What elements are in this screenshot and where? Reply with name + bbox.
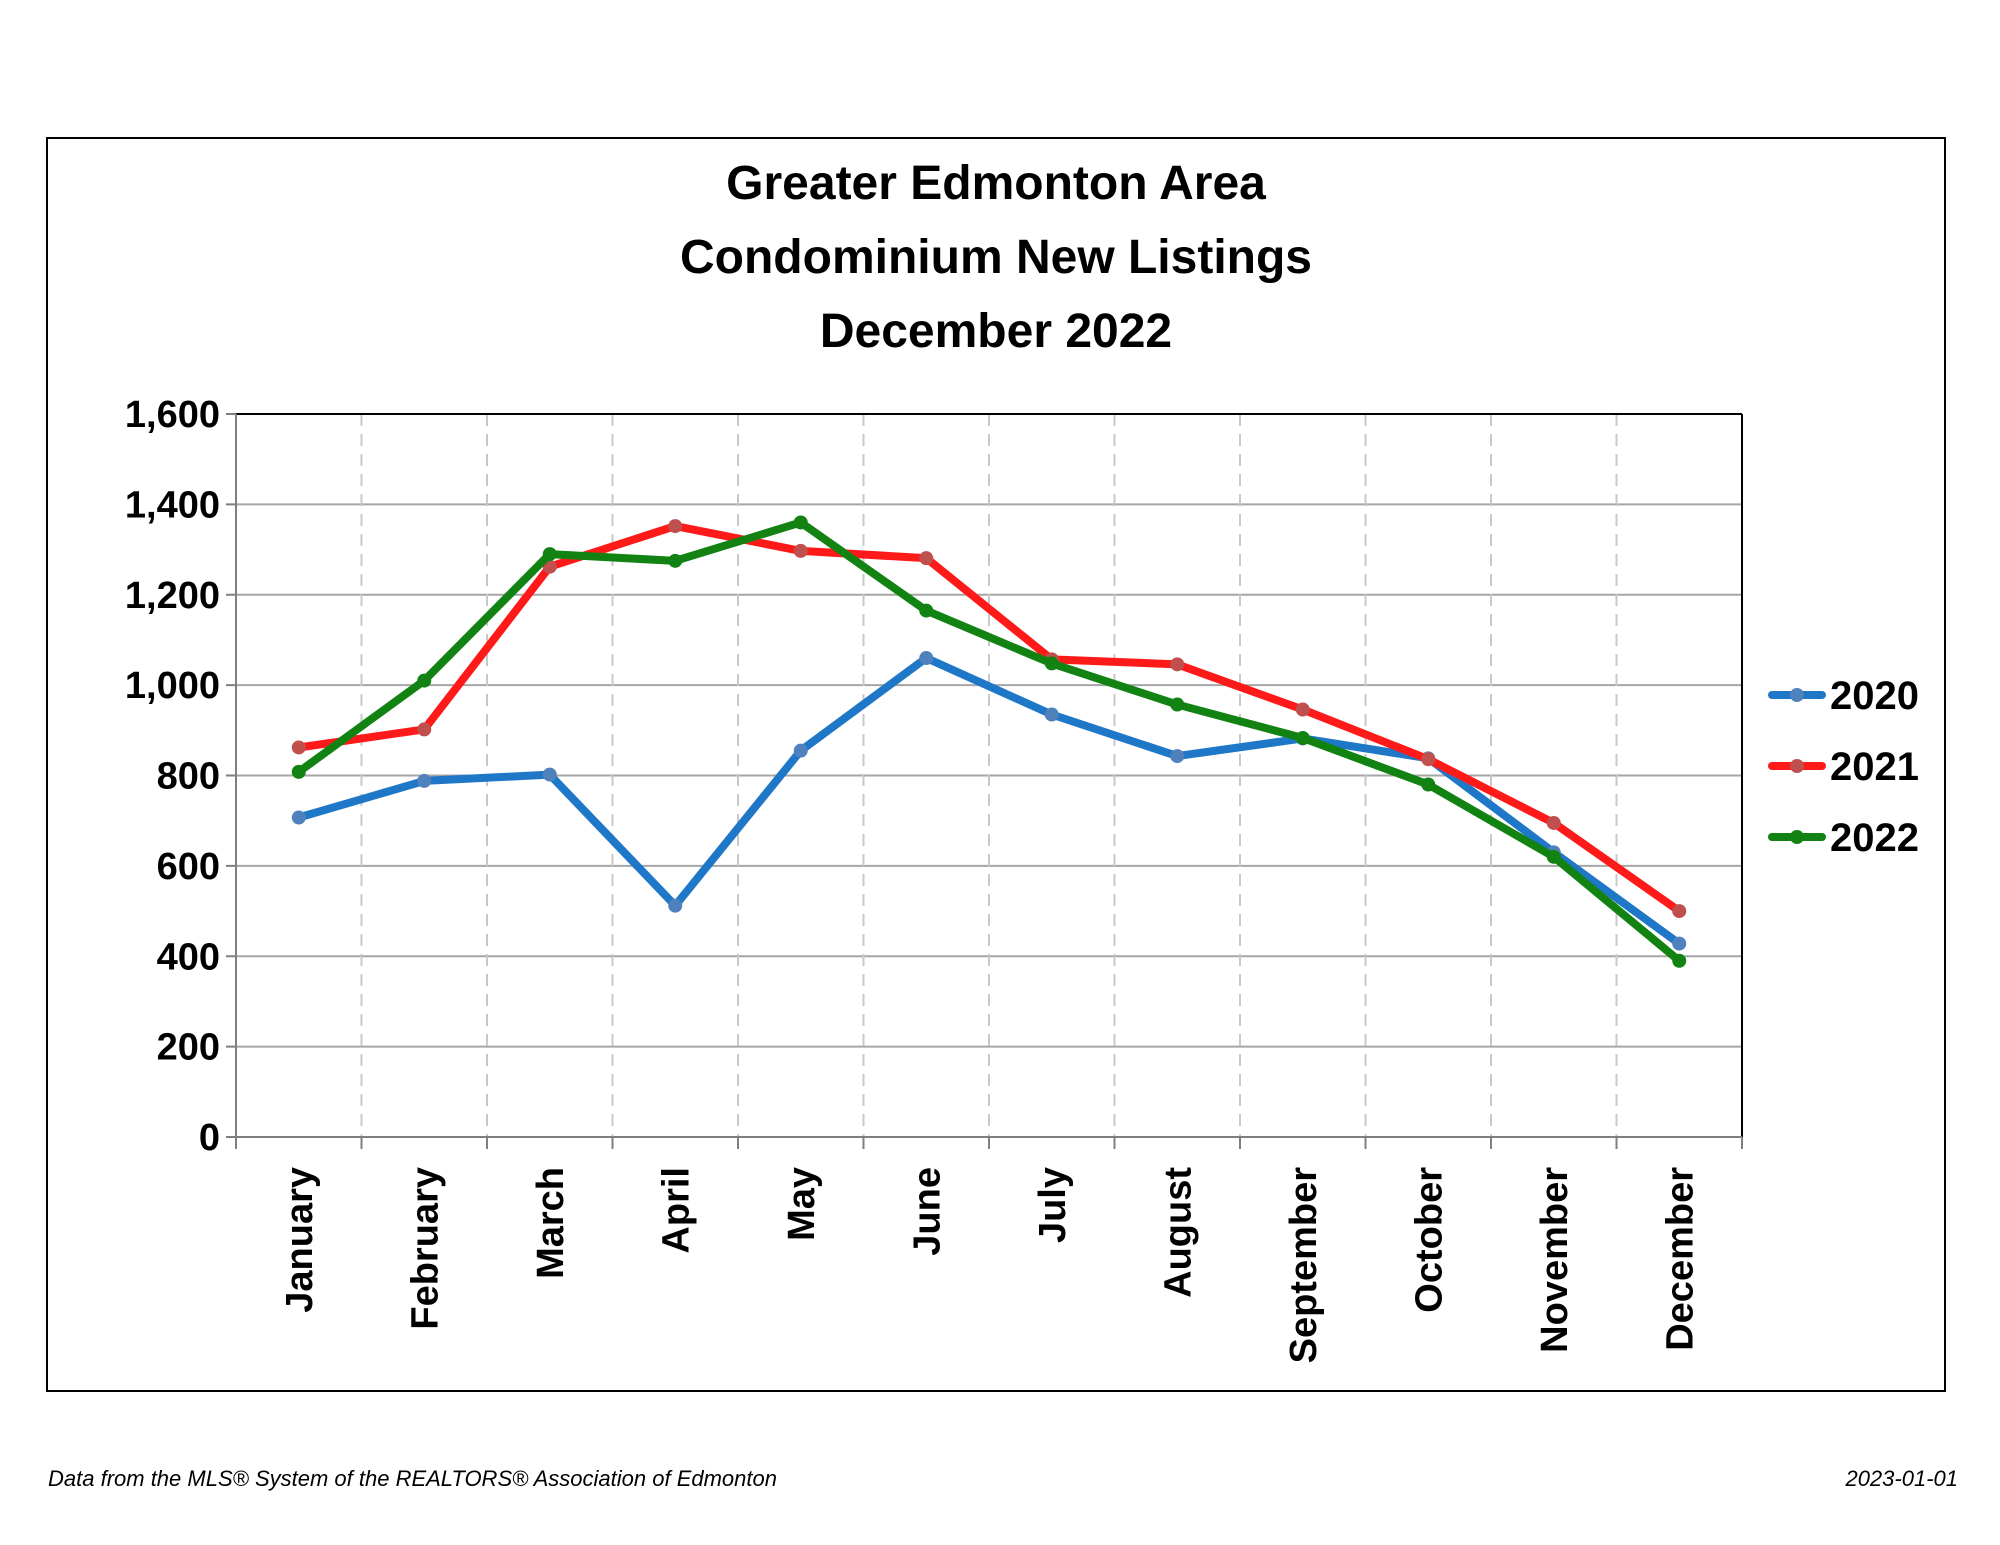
- data-point-2020-april: [668, 898, 683, 913]
- data-point-2020-august: [1170, 749, 1185, 764]
- data-point-2022-august: [1170, 697, 1185, 712]
- legend-marker-2021: [1790, 759, 1804, 773]
- x-tick-label-july: July: [1032, 1167, 1074, 1243]
- chart-title-line-2: Condominium New Listings: [680, 231, 1312, 284]
- data-point-2021-may: [793, 543, 808, 558]
- data-point-2021-february: [417, 722, 432, 737]
- y-tick-label: 0: [199, 1117, 220, 1159]
- data-point-2020-july: [1044, 707, 1059, 722]
- series-2022: [291, 515, 1687, 968]
- line-chart: Greater Edmonton Area Condominium New Li…: [125, 157, 1919, 1364]
- data-point-2022-november: [1546, 849, 1561, 864]
- data-point-2022-january: [291, 764, 306, 779]
- x-tick-label-april: April: [655, 1167, 697, 1254]
- x-tick-label-december: December: [1659, 1167, 1701, 1351]
- chart-title-line-1: Greater Edmonton Area: [726, 157, 1266, 210]
- y-tick-label: 200: [157, 1027, 220, 1069]
- x-tick-label-october: October: [1408, 1167, 1450, 1313]
- x-tick-label-august: August: [1157, 1167, 1199, 1298]
- data-point-2021-june: [919, 551, 934, 566]
- data-point-2021-december: [1672, 904, 1687, 919]
- data-point-2022-april: [668, 553, 683, 568]
- x-tick-label-november: November: [1534, 1167, 1576, 1353]
- chart-title: Greater Edmonton Area Condominium New Li…: [680, 157, 1312, 358]
- x-tick-label-february: February: [404, 1167, 446, 1330]
- x-tick-label-march: March: [530, 1167, 572, 1279]
- x-tick-label-june: June: [906, 1167, 948, 1256]
- data-point-2021-november: [1546, 815, 1561, 830]
- legend: 2020 2021 2022: [1768, 674, 1919, 860]
- data-point-2021-january: [291, 740, 306, 755]
- data-point-2022-july: [1044, 656, 1059, 671]
- report-date: 2023-01-01: [1845, 1466, 1958, 1491]
- data-point-2022-march: [542, 547, 557, 562]
- x-tick-label-september: September: [1283, 1167, 1325, 1364]
- data-point-2020-june: [919, 651, 934, 666]
- data-point-2021-september: [1295, 702, 1310, 717]
- data-source-note: Data from the MLS® System of the REALTOR…: [48, 1466, 777, 1491]
- data-point-2022-june: [919, 603, 934, 618]
- data-point-2022-october: [1421, 777, 1436, 792]
- y-tick-label: 1,600: [125, 394, 220, 436]
- data-point-2022-february: [417, 673, 432, 688]
- legend-label-2022: 2022: [1830, 816, 1919, 860]
- legend-label-2021: 2021: [1830, 745, 1919, 789]
- y-tick-label: 1,000: [125, 665, 220, 707]
- data-point-2022-may: [793, 515, 808, 530]
- y-tick-label: 400: [157, 936, 220, 978]
- data-point-2021-april: [668, 519, 683, 534]
- x-tick-label-january: January: [279, 1167, 321, 1313]
- y-tick-label: 1,200: [125, 575, 220, 617]
- series-line-2021: [294, 522, 1684, 916]
- legend-marker-2020: [1790, 688, 1804, 702]
- y-tick-label: 600: [157, 846, 220, 888]
- axes: [226, 413, 1743, 1149]
- data-series: [291, 515, 1687, 968]
- legend-label-2020: 2020: [1830, 674, 1919, 718]
- y-axis-tick-labels: 0 200 400 600 800 1,000 1,200 1,400 1,600: [125, 394, 220, 1159]
- chart-title-line-3: December 2022: [820, 305, 1172, 358]
- x-tick-label-may: May: [781, 1167, 823, 1241]
- chart-frame: Greater Edmonton Area Condominium New Li…: [46, 137, 1946, 1392]
- series-2021: [291, 519, 1687, 919]
- data-point-2020-march: [542, 767, 557, 782]
- legend-item-2020: 2020: [1768, 674, 1919, 718]
- data-point-2020-may: [793, 743, 808, 758]
- series-line-2022: [294, 518, 1684, 965]
- data-point-2021-october: [1421, 752, 1436, 767]
- y-tick-label: 1,400: [125, 484, 220, 526]
- x-axis-tick-labels: January February March April May June July Augu…: [279, 1167, 1702, 1364]
- legend-item-2022: 2022: [1768, 816, 1919, 860]
- data-point-2020-february: [417, 773, 432, 788]
- data-point-2020-january: [291, 810, 306, 825]
- data-point-2020-december: [1672, 936, 1687, 951]
- data-point-2022-september: [1295, 730, 1310, 745]
- data-point-2022-december: [1672, 953, 1687, 968]
- legend-marker-2022: [1790, 830, 1804, 844]
- data-point-2021-august: [1170, 657, 1185, 672]
- legend-item-2021: 2021: [1768, 745, 1919, 789]
- y-tick-label: 800: [157, 756, 220, 798]
